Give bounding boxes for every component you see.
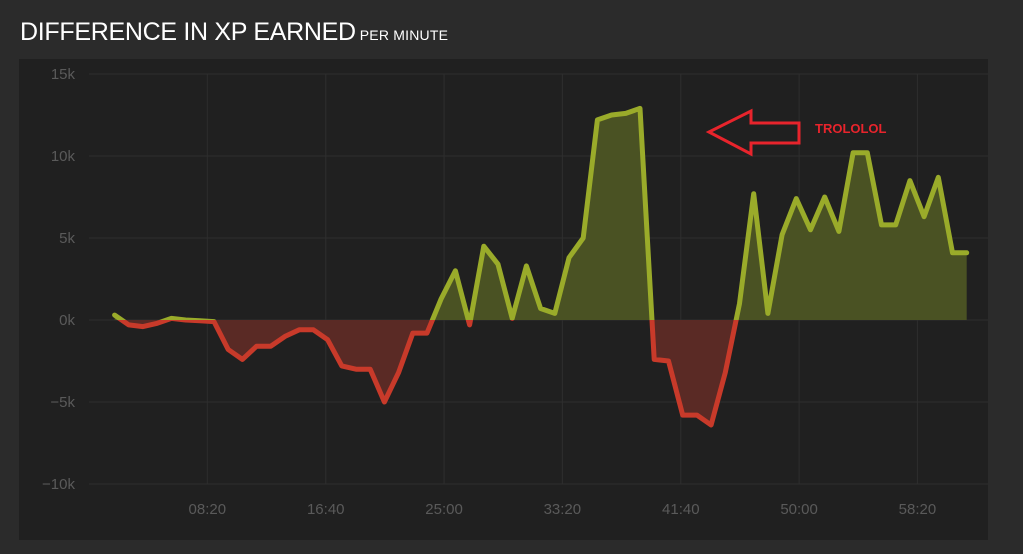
x-tick-label: 16:40: [307, 501, 345, 518]
x-tick-label: 08:20: [189, 501, 227, 518]
y-tick-label: 15k: [51, 66, 76, 83]
positive-area: [114, 108, 967, 320]
y-tick-label: 10k: [51, 148, 76, 165]
chart-header: DIFFERENCE IN XP EARNED PER MINUTE: [20, 18, 448, 47]
x-tick-label: 33:20: [544, 501, 582, 518]
positive-line: [112, 105, 970, 320]
chart-panel: 15k 10k 5k 0k −5k −10k 08:20 16:40 25:00 33:20 41…: [19, 59, 988, 540]
y-tick-label: 5k: [59, 230, 75, 247]
x-axis-ticks: 08:20 16:40 25:00 33:20 41:40 50:00 58:20: [189, 501, 937, 518]
y-tick-label: −5k: [50, 394, 75, 411]
negative-line: [117, 320, 739, 428]
y-tick-label: 0k: [59, 312, 75, 329]
chart-subtitle: PER MINUTE: [359, 27, 449, 43]
xp-difference-chart: 15k 10k 5k 0k −5k −10k 08:20 16:40 25:00 33:20 41…: [42, 66, 988, 518]
chart-title: DIFFERENCE IN XP EARNED: [20, 18, 356, 46]
series-layer: [112, 105, 970, 428]
x-tick-label: 50:00: [780, 501, 818, 518]
y-axis-ticks: 15k 10k 5k 0k −5k −10k: [42, 66, 75, 493]
arrow-left-outline-icon: [705, 108, 801, 157]
y-tick-label: −10k: [42, 476, 75, 493]
x-tick-label: 41:40: [662, 501, 700, 518]
x-tick-label: 58:20: [899, 501, 937, 518]
annotation: TROLOLOL: [705, 108, 887, 157]
annotation-label: TROLOLOL: [815, 121, 887, 136]
x-tick-label: 25:00: [425, 501, 463, 518]
